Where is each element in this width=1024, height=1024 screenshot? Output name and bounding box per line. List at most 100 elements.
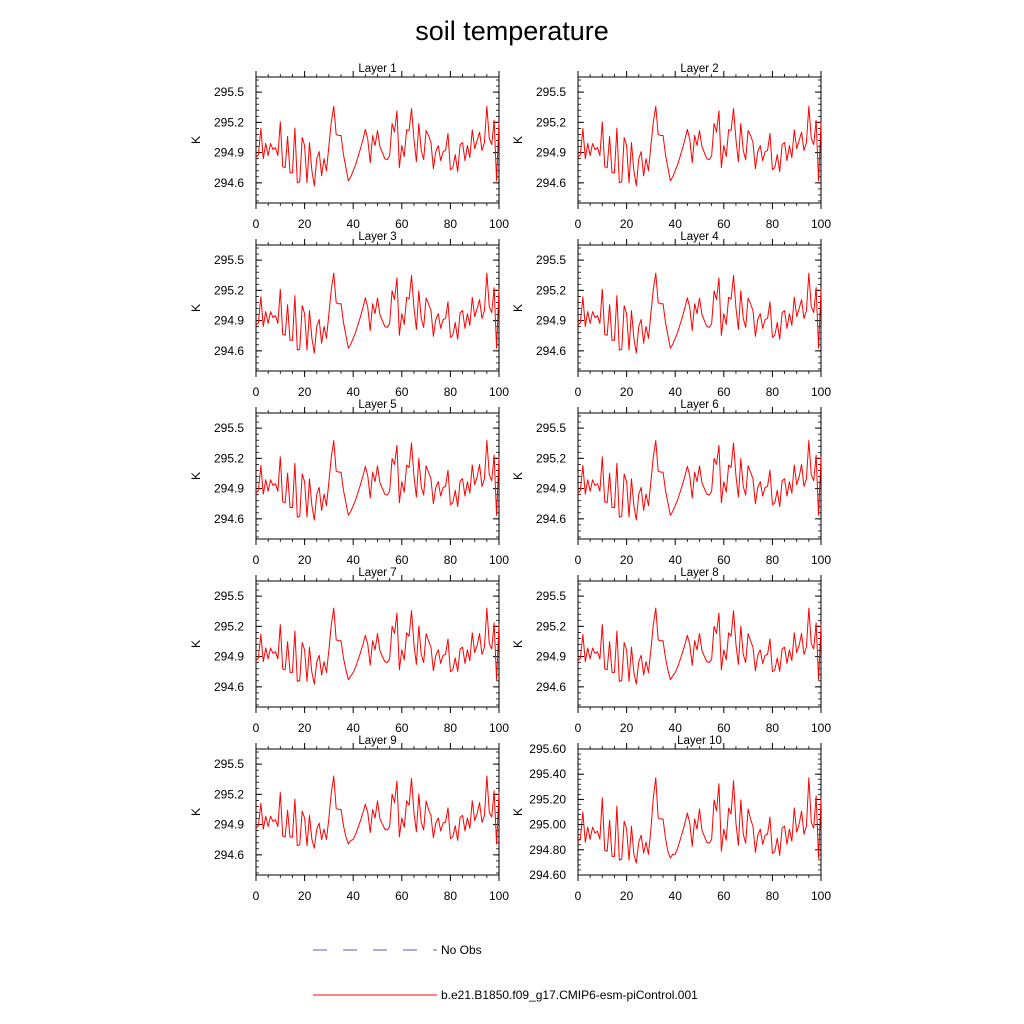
y-tick-label: 295.5 (536, 253, 566, 267)
series-line-model (255, 272, 500, 354)
x-tick-label: 100 (489, 553, 509, 567)
y-tick-label: 294.6 (536, 680, 566, 694)
x-tick-label: 20 (298, 889, 312, 903)
x-tick-label: 60 (395, 721, 409, 735)
panels-group: Layer 1 K 294.6 294.9 295.2 295.5 0 20 40 60 80 100… (189, 63, 831, 903)
y-tick-label: 294.6 (536, 176, 566, 190)
y-axis-label: K (189, 472, 203, 480)
y-tick-label: 294.9 (536, 314, 566, 328)
panel-layer-2: Layer 2 K 294.6 294.9 295.2 295.5 0 20 40 60 80 100 (511, 63, 831, 231)
panel-title: Layer 4 (680, 231, 719, 243)
panel-title: Layer 3 (358, 231, 396, 243)
x-tick-label: 0 (575, 889, 582, 903)
x-tick-label: 100 (811, 889, 831, 903)
panel-title: Layer 10 (677, 735, 722, 747)
x-tick-label: 0 (575, 385, 582, 399)
x-tick-label: 20 (620, 553, 634, 567)
y-tick-label: 295.5 (214, 421, 244, 435)
x-tick-label: 80 (444, 721, 458, 735)
panel-title: Layer 1 (358, 63, 396, 75)
series-line-model (577, 777, 822, 864)
panel-title: Layer 8 (680, 567, 718, 579)
x-tick-label: 0 (575, 217, 582, 231)
y-axis-label: K (189, 304, 203, 312)
x-tick-label: 80 (444, 889, 458, 903)
panel-title: Layer 5 (358, 399, 396, 411)
x-tick-label: 40 (347, 721, 361, 735)
x-tick-label: 0 (575, 553, 582, 567)
figure-title: soil temperature (415, 16, 609, 46)
x-tick-label: 80 (766, 385, 780, 399)
x-tick-label: 60 (717, 385, 731, 399)
x-tick-label: 60 (717, 553, 731, 567)
panel-layer-5: Layer 5 K 294.6 294.9 295.2 295.5 0 20 40 60 80 100 (189, 399, 509, 567)
x-tick-label: 40 (347, 889, 361, 903)
x-tick-label: 100 (811, 385, 831, 399)
y-tick-label: 294.9 (536, 650, 566, 664)
panel-title: Layer 2 (680, 63, 718, 75)
x-tick-label: 80 (766, 889, 780, 903)
y-tick-label: 295.5 (214, 589, 244, 603)
x-tick-label: 60 (717, 721, 731, 735)
series-line-model (255, 105, 500, 187)
y-axis-label: K (511, 640, 525, 648)
x-tick-label: 20 (298, 385, 312, 399)
x-tick-label: 40 (669, 553, 683, 567)
series-line-model (577, 607, 822, 685)
x-tick-label: 0 (253, 889, 260, 903)
x-tick-label: 40 (347, 385, 361, 399)
x-tick-label: 100 (489, 721, 509, 735)
series-line-model (577, 440, 822, 521)
panel-title: Layer 7 (358, 567, 396, 579)
x-tick-label: 0 (253, 721, 260, 735)
panel-layer-1: Layer 1 K 294.6 294.9 295.2 295.5 0 20 40 60 80 100 (189, 63, 509, 231)
y-axis-label: K (511, 136, 525, 144)
x-tick-label: 100 (811, 217, 831, 231)
y-axis-label: K (511, 472, 525, 480)
y-tick-label: 295.2 (214, 619, 244, 633)
x-tick-label: 20 (298, 217, 312, 231)
legend-model-label: b.e21.B1850.f09_g17.CMIP6-esm-piControl.… (441, 988, 698, 1002)
panel-title: Layer 9 (358, 735, 396, 747)
y-axis-label: K (511, 304, 525, 312)
x-tick-label: 60 (717, 889, 731, 903)
x-tick-label: 40 (347, 217, 361, 231)
y-tick-label: 295.2 (214, 451, 244, 465)
y-tick-label: 294.6 (214, 344, 244, 358)
plot-frame (577, 244, 822, 372)
x-tick-label: 40 (669, 889, 683, 903)
y-tick-label: 295.40 (529, 767, 566, 781)
y-tick-label: 295.5 (536, 421, 566, 435)
y-axis-label: K (189, 136, 203, 144)
series-line-model (577, 272, 822, 354)
x-tick-label: 0 (575, 721, 582, 735)
y-tick-label: 294.6 (214, 848, 244, 862)
y-tick-label: 294.6 (214, 176, 244, 190)
y-axis-label: K (189, 808, 203, 816)
x-tick-label: 40 (669, 217, 683, 231)
plot-frame (255, 580, 500, 708)
x-tick-label: 100 (489, 889, 509, 903)
y-tick-label: 295.5 (214, 253, 244, 267)
y-tick-label: 295.60 (529, 742, 566, 756)
x-tick-label: 80 (766, 553, 780, 567)
x-tick-label: 0 (253, 217, 260, 231)
y-tick-label: 295.2 (214, 115, 244, 129)
y-axis-label: K (511, 808, 525, 816)
plot-frame (577, 412, 822, 540)
y-axis-label: K (189, 640, 203, 648)
y-tick-label: 295.2 (536, 451, 566, 465)
y-tick-label: 295.00 (529, 818, 566, 832)
plot-frame (255, 244, 500, 372)
plot-frame (255, 748, 500, 876)
x-tick-label: 100 (489, 385, 509, 399)
x-tick-label: 80 (444, 217, 458, 231)
series-line-model (255, 607, 500, 685)
x-tick-label: 0 (253, 553, 260, 567)
plot-frame (255, 76, 500, 204)
x-tick-label: 60 (395, 385, 409, 399)
y-tick-label: 294.80 (529, 843, 566, 857)
legend-no-obs-label: No Obs (441, 943, 482, 957)
x-tick-label: 60 (395, 553, 409, 567)
